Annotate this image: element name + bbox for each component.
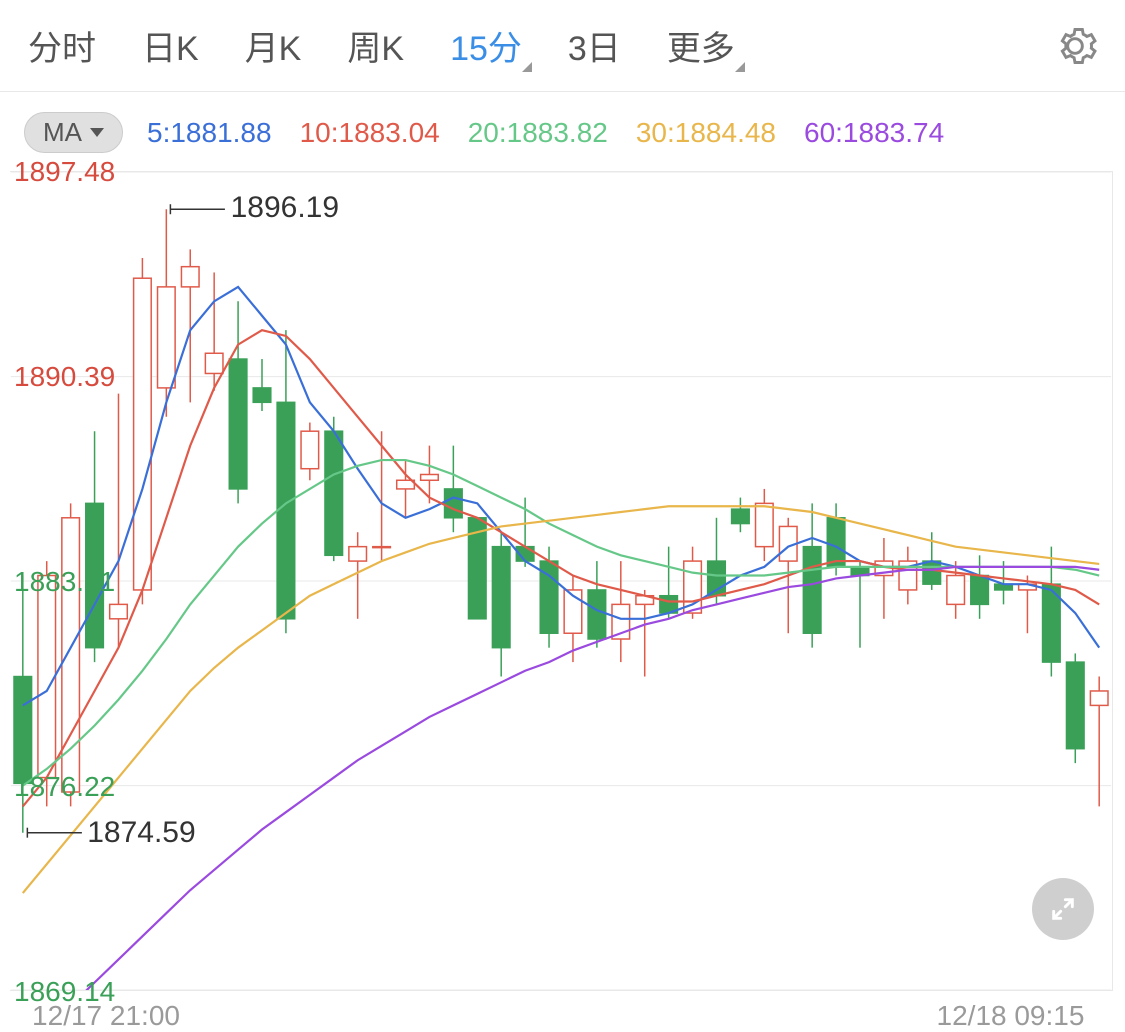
expand-button[interactable] — [1032, 878, 1094, 940]
gear-icon — [1053, 24, 1097, 68]
expand-icon — [1049, 895, 1077, 923]
ma-selector-badge[interactable]: MA — [24, 112, 123, 153]
x-axis-label: 12/18 09:15 — [937, 1000, 1085, 1032]
y-axis-label: 1890.39 — [14, 361, 115, 393]
dropdown-corner-icon — [522, 62, 532, 72]
candlestick-chart[interactable]: 1869.141876.221883.311890.391897.4812/17… — [10, 171, 1113, 991]
dropdown-corner-icon — [735, 62, 745, 72]
y-axis-label: 1883.31 — [14, 566, 115, 598]
ma-value: 5:1881.88 — [147, 117, 272, 149]
ma-badge-label: MA — [43, 117, 82, 148]
chevron-down-icon — [90, 128, 104, 137]
tab-周K[interactable]: 周K — [347, 21, 404, 70]
ma-value: 60:1883.74 — [804, 117, 944, 149]
ma-value: 30:1884.48 — [636, 117, 776, 149]
y-axis-label: 1876.22 — [14, 771, 115, 803]
ma-value: 20:1883.82 — [468, 117, 608, 149]
timeframe-tabs: 分时日K 月K 周K 15分 3日更多 — [0, 0, 1125, 92]
ma-value: 10:1883.04 — [300, 117, 440, 149]
tab-月K[interactable]: 月K — [245, 21, 302, 70]
settings-button[interactable] — [1053, 24, 1097, 68]
tab-3日[interactable]: 3日 — [568, 21, 621, 70]
x-axis-label: 12/17 21:00 — [32, 1000, 180, 1032]
y-axis-label: 1897.48 — [14, 156, 115, 188]
price-annotation: 1874.59 — [87, 816, 195, 850]
ma-indicator-row: MA 5:1881.88 10:1883.04 20:1883.82 30:1884.… — [0, 92, 1125, 163]
price-annotation: 1896.19 — [231, 191, 339, 225]
tab-15分[interactable]: 15分 — [450, 21, 522, 70]
ma-values: 5:1881.88 10:1883.04 20:1883.82 30:1884.48 6… — [147, 117, 944, 149]
chart-canvas — [10, 172, 1112, 990]
tab-日K[interactable]: 日K — [142, 21, 199, 70]
tab-分时[interactable]: 分时 — [28, 21, 96, 70]
tab-更多[interactable]: 更多 — [667, 21, 735, 70]
